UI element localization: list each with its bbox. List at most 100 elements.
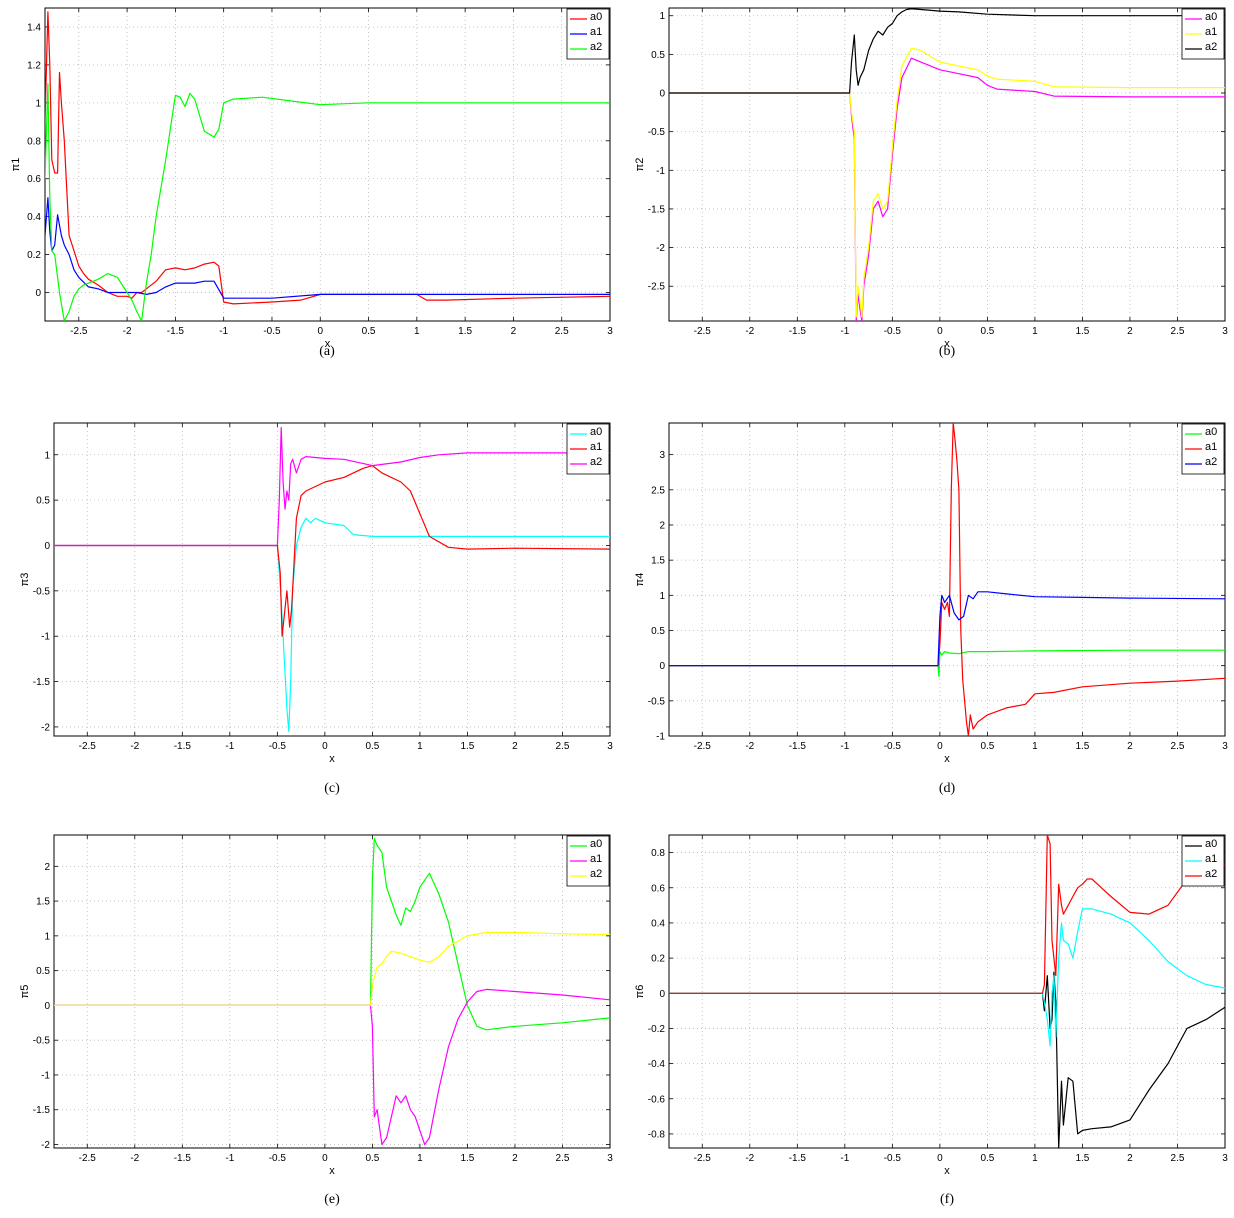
x-tick-label: -2.5 (79, 741, 97, 752)
x-tick-label: -1 (840, 326, 849, 337)
x-tick-label: 0 (937, 326, 943, 337)
y-tick-label: 3 (659, 450, 665, 461)
x-tick-label: -1 (840, 741, 849, 752)
y-tick-label: 0.6 (651, 883, 665, 894)
plot-area (53, 422, 611, 737)
x-tick-label: -2.5 (70, 326, 88, 337)
legend: a0 a1 a2 (566, 835, 610, 887)
chart-panel: -2.5 -2 -1.5 -1 -0.5 0 0.5 1 1.5 2 2.5 3 -2.5 -2 -1.5 -… (634, 7, 1228, 359)
x-tick-label: 0.5 (365, 741, 379, 752)
x-tick-label: -0.5 (269, 1153, 287, 1164)
x-tick-label: 0.5 (980, 1153, 994, 1164)
series-line-a2 (669, 591, 1225, 667)
y-tick-label: 0.8 (651, 848, 665, 859)
x-tick-label: 1 (1032, 1153, 1038, 1164)
y-tick-label: -1.5 (33, 677, 51, 688)
y-tick-label: 0.2 (27, 250, 41, 261)
y-tick-label: 0.5 (36, 966, 50, 977)
legend-entry: a1 (1205, 441, 1217, 453)
y-tick-label: -1 (656, 166, 665, 177)
x-tick-label: -2 (745, 741, 754, 752)
y-tick-label: -2 (41, 1140, 50, 1151)
x-tick-label: -2.5 (79, 1153, 97, 1164)
x-tick-label: -1 (225, 1153, 234, 1164)
x-tick-label: -2 (130, 1153, 139, 1164)
y-tick-label: 0.8 (27, 136, 41, 147)
series-line-a1 (669, 47, 1225, 318)
x-tick-label: 1 (1032, 741, 1038, 752)
x-tick-label: 1 (417, 1153, 423, 1164)
panel-caption: (b) (939, 344, 956, 359)
plot-area (668, 422, 1226, 737)
series-line-a0 (669, 649, 1225, 677)
y-tick-label: 0.4 (27, 212, 41, 223)
y-tick-label: 1.2 (27, 60, 41, 71)
x-tick-label: -1 (219, 326, 228, 337)
series-line-a0 (54, 517, 610, 733)
x-tick-label: 0.5 (980, 326, 994, 337)
y-axis-label: π6 (634, 985, 646, 999)
legend-entry: a1 (590, 853, 602, 865)
y-tick-label: -1.5 (33, 1105, 51, 1116)
y-tick-label: 1 (44, 931, 50, 942)
y-tick-label: 1.5 (36, 897, 50, 908)
y-tick-label: 2.5 (651, 485, 665, 496)
legend-entry: a0 (1205, 11, 1217, 23)
panel-caption: (e) (324, 1192, 340, 1207)
x-tick-label: -1.5 (789, 741, 807, 752)
x-tick-label: 2 (1127, 1153, 1133, 1164)
x-tick-label: -1 (840, 1153, 849, 1164)
y-tick-label: -0.4 (648, 1059, 666, 1070)
x-tick-label: -2 (745, 326, 754, 337)
x-tick-label: 0.5 (980, 741, 994, 752)
legend-entry: a1 (1205, 853, 1217, 865)
y-axis-label: π4 (634, 573, 646, 587)
x-tick-label: -2 (123, 326, 132, 337)
x-tick-label: -1.5 (174, 1153, 192, 1164)
x-tick-label: 2.5 (1171, 326, 1185, 337)
y-axis-label: π5 (19, 985, 31, 999)
panel-caption: (a) (319, 344, 335, 359)
x-tick-label: -2.5 (694, 1153, 712, 1164)
y-tick-label: -1.5 (648, 204, 666, 215)
x-tick-label: 2.5 (555, 326, 569, 337)
x-tick-label: -1 (225, 741, 234, 752)
chart-panel: -2.5 -2 -1.5 -1 -0.5 0 0.5 1 1.5 2 2.5 3 -2 -1.5 -1 -0.… (19, 422, 613, 796)
series-line-a2 (669, 8, 1225, 94)
legend-entry: a2 (1205, 41, 1217, 53)
x-tick-label: -0.5 (884, 326, 902, 337)
series-line-a0 (669, 971, 1225, 1148)
y-tick-label: -0.8 (648, 1129, 666, 1140)
y-tick-label: 0 (659, 89, 665, 100)
x-tick-label: 1.5 (1075, 326, 1089, 337)
x-tick-label: 1.5 (458, 326, 472, 337)
x-tick-label: 2.5 (1171, 741, 1185, 752)
x-tick-label: -0.5 (269, 741, 287, 752)
y-tick-label: -1 (41, 1070, 50, 1081)
y-tick-label: 1 (35, 98, 41, 109)
x-tick-label: -1.5 (789, 326, 807, 337)
series-line-a0 (45, 11, 610, 305)
y-tick-label: -2 (41, 722, 50, 733)
x-tick-label: 3 (607, 326, 613, 337)
legend-entry: a0 (590, 426, 602, 438)
x-tick-label: 0 (317, 326, 323, 337)
x-tick-label: 3 (607, 1153, 613, 1164)
x-tick-label: 1.5 (1075, 1153, 1089, 1164)
y-tick-label: 0.5 (651, 50, 665, 61)
series-line-a1 (54, 988, 610, 1146)
x-tick-label: 2 (1127, 741, 1133, 752)
legend-entry: a1 (1205, 26, 1217, 38)
legend: a0 a1 a2 (566, 8, 610, 60)
x-tick-label: 1 (1032, 326, 1038, 337)
x-tick-label: 3 (1222, 1153, 1228, 1164)
x-tick-label: 1 (417, 741, 423, 752)
x-tick-label: -2 (130, 741, 139, 752)
x-tick-label: 3 (1222, 326, 1228, 337)
x-tick-label: -2 (745, 1153, 754, 1164)
plot-area (53, 834, 611, 1149)
plot-area (668, 834, 1226, 1149)
y-tick-label: 0 (44, 1001, 50, 1012)
y-tick-label: 0.4 (651, 918, 665, 929)
